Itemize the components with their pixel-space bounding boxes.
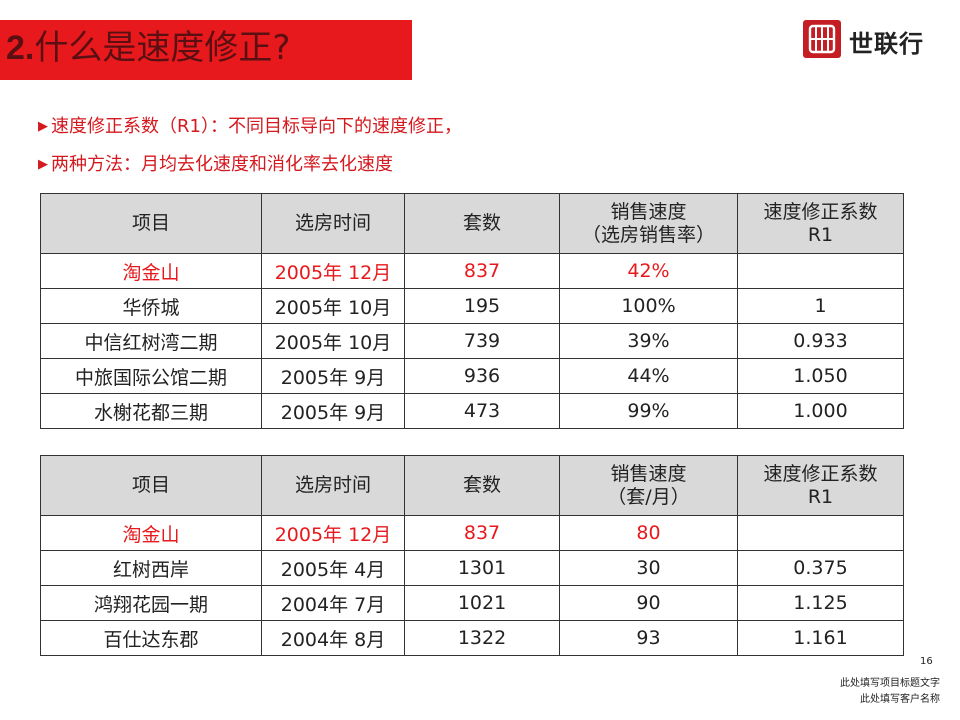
table-row: 鸿翔花园一期 2004年 7月 1021 90 1.125 <box>40 585 904 621</box>
table-row: 百仕达东郡 2004年 8月 1322 93 1.161 <box>40 620 904 656</box>
cell-date: 2005年 12月 <box>261 515 405 551</box>
cell-units: 837 <box>404 515 560 551</box>
header-project: 项目 <box>40 455 262 516</box>
cell-units: 1322 <box>404 620 560 656</box>
cell-r1 <box>737 515 904 551</box>
cell-date: 2005年 12月 <box>261 253 405 289</box>
cell-project: 华侨城 <box>40 288 262 324</box>
cell-r1: 1.161 <box>737 620 904 656</box>
header-date: 选房时间 <box>261 455 405 516</box>
cell-speed: 39% <box>559 323 738 359</box>
header-speed: 销售速度 （选房销售率） <box>559 193 738 254</box>
table-row: 淘金山 2005年 12月 837 42% <box>40 253 904 289</box>
cell-r1: 1.050 <box>737 358 904 394</box>
cell-project: 百仕达东郡 <box>40 620 262 656</box>
bullet-text: 两种方法：月均去化速度和消化率去化速度 <box>51 154 393 175</box>
title-text: 什么是速度修正? <box>34 28 291 68</box>
cell-speed: 42% <box>559 253 738 289</box>
cell-units: 195 <box>404 288 560 324</box>
cell-units: 739 <box>404 323 560 359</box>
title-bar <box>0 20 412 80</box>
cell-date: 2005年 9月 <box>261 358 405 394</box>
cell-project: 鸿翔花园一期 <box>40 585 262 621</box>
cell-project: 淘金山 <box>40 253 262 289</box>
header-date: 选房时间 <box>261 193 405 254</box>
header-units: 套数 <box>404 193 560 254</box>
table-row: 中信红树湾二期 2005年 10月 739 39% 0.933 <box>40 323 904 359</box>
cell-units: 936 <box>404 358 560 394</box>
cell-units: 473 <box>404 393 560 429</box>
cell-project: 中旅国际公馆二期 <box>40 358 262 394</box>
page-title: 2.什么是速度修正? <box>6 24 290 72</box>
cell-speed: 90 <box>559 585 738 621</box>
cell-date: 2005年 4月 <box>261 550 405 586</box>
table-row: 华侨城 2005年 10月 195 100% 1 <box>40 288 904 324</box>
header-speed: 销售速度 （套/月） <box>559 455 738 516</box>
footer-project-title: 此处填写项目标题文字 <box>840 678 940 689</box>
cell-r1: 1.125 <box>737 585 904 621</box>
table-body: 淘金山 2005年 12月 837 80 红树西岸 2005年 4月 1301 30 0.375… <box>40 515 904 656</box>
footer-client-name: 此处填写客户名称 <box>860 694 940 705</box>
cell-date: 2005年 9月 <box>261 393 405 429</box>
table-row: 淘金山 2005年 12月 837 80 <box>40 515 904 551</box>
bullet-triangle-icon: ▶ <box>38 157 48 172</box>
cell-speed: 44% <box>559 358 738 394</box>
table-body: 淘金山 2005年 12月 837 42% 华侨城 2005年 10月 195 100% 1 中信… <box>40 253 904 429</box>
header-r1: 速度修正系数 R1 <box>737 193 904 254</box>
header-units: 套数 <box>404 455 560 516</box>
table-header-row: 项目 选房时间 套数 销售速度 （套/月） 速度修正系数 R1 <box>40 455 904 516</box>
cell-r1: 1 <box>737 288 904 324</box>
table-header-row: 项目 选房时间 套数 销售速度 （选房销售率） 速度修正系数 R1 <box>40 193 904 254</box>
cell-r1: 0.375 <box>737 550 904 586</box>
cell-units: 1021 <box>404 585 560 621</box>
table-row: 红树西岸 2005年 4月 1301 30 0.375 <box>40 550 904 586</box>
sales-volume-table: 项目 选房时间 套数 销售速度 （套/月） 速度修正系数 R1 淘金山 2005年… <box>40 455 904 656</box>
cell-speed: 80 <box>559 515 738 551</box>
bullet-text: 速度修正系数（R1）：不同目标导向下的速度修正， <box>51 116 462 137</box>
cell-units: 1301 <box>404 550 560 586</box>
cell-speed: 99% <box>559 393 738 429</box>
header-r1: 速度修正系数 R1 <box>737 455 904 516</box>
cell-r1: 0.933 <box>737 323 904 359</box>
shilian-logo-icon <box>803 20 841 58</box>
cell-date: 2004年 7月 <box>261 585 405 621</box>
sales-rate-table: 项目 选房时间 套数 销售速度 （选房销售率） 速度修正系数 R1 淘金山 200… <box>40 193 904 429</box>
bullet-1: ▶ 速度修正系数（R1）：不同目标导向下的速度修正， <box>38 112 462 138</box>
cell-r1: 1.000 <box>737 393 904 429</box>
cell-project: 中信红树湾二期 <box>40 323 262 359</box>
cell-date: 2004年 8月 <box>261 620 405 656</box>
header-project: 项目 <box>40 193 262 254</box>
bullet-triangle-icon: ▶ <box>38 119 48 134</box>
page-number: 16 <box>920 656 933 667</box>
table-row: 水榭花都三期 2005年 9月 473 99% 1.000 <box>40 393 904 429</box>
cell-speed: 30 <box>559 550 738 586</box>
title-number: 2. <box>6 29 35 67</box>
bullet-2: ▶ 两种方法：月均去化速度和消化率去化速度 <box>38 150 393 176</box>
cell-speed: 100% <box>559 288 738 324</box>
cell-date: 2005年 10月 <box>261 288 405 324</box>
logo-text: 世联行 <box>849 30 924 58</box>
table-row: 中旅国际公馆二期 2005年 9月 936 44% 1.050 <box>40 358 904 394</box>
cell-project: 红树西岸 <box>40 550 262 586</box>
cell-units: 837 <box>404 253 560 289</box>
cell-speed: 93 <box>559 620 738 656</box>
cell-project: 水榭花都三期 <box>40 393 262 429</box>
cell-project: 淘金山 <box>40 515 262 551</box>
cell-r1 <box>737 253 904 289</box>
cell-date: 2005年 10月 <box>261 323 405 359</box>
